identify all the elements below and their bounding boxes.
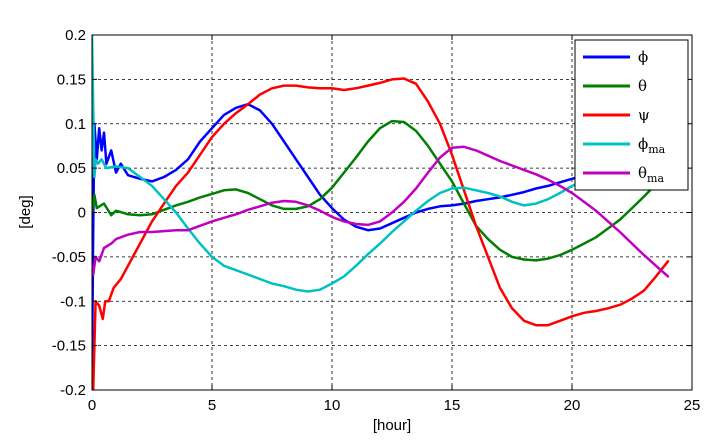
x-tick-label: 25	[684, 397, 701, 414]
legend-label-0: ϕ	[638, 48, 648, 66]
y-tick-label: -0.05	[52, 249, 86, 266]
y-tick-label: 0.15	[57, 71, 86, 88]
y-tick-label: -0.1	[60, 293, 86, 310]
plot-area	[92, 35, 670, 390]
y-axis-label: [deg]	[17, 195, 34, 228]
x-tick-label: 10	[324, 397, 341, 414]
legend-label-1: θ	[638, 77, 647, 95]
series-line-4	[92, 145, 670, 278]
y-tick-label: -0.15	[52, 338, 86, 355]
x-tick-label: 15	[444, 397, 461, 414]
y-tick-label: -0.2	[60, 382, 86, 399]
series-lines	[92, 35, 670, 390]
y-tick-label: 0.1	[65, 116, 86, 133]
series-line-0	[92, 102, 581, 374]
x-axis-label: [hour]	[373, 417, 411, 434]
axis-ticks: 0 5 10 15 20 25 -0.2 -0.15 -0.1 -0.05 0 0.05 0.1 0.15…	[52, 27, 701, 414]
y-tick-label: 0	[78, 205, 86, 222]
x-tick-label: 0	[88, 397, 96, 414]
legend-label-2: ψ	[638, 106, 650, 124]
series-line-3	[92, 35, 586, 293]
legend-label-4: θma	[638, 164, 664, 185]
y-tick-label: 0.2	[65, 27, 86, 44]
x-tick-label: 5	[208, 397, 216, 414]
legend: ϕθψ ϕma θma	[574, 39, 689, 191]
series-line-2	[92, 77, 670, 390]
x-tick-label: 20	[564, 397, 581, 414]
legend-label-3: ϕma	[638, 135, 666, 156]
y-tick-label: 0.05	[57, 160, 86, 177]
